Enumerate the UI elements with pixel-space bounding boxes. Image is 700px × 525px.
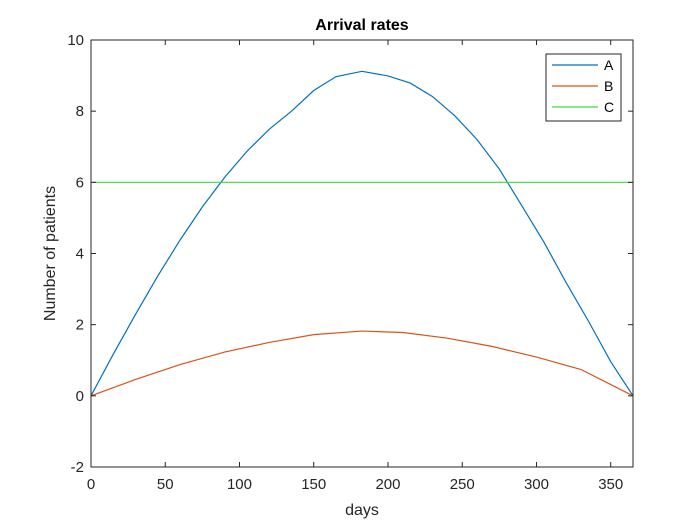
y-tick-label: 4 — [76, 246, 84, 263]
y-tick-label: 2 — [76, 317, 84, 334]
x-axis-ticks: 0 50 100 150 200 250 300 350 — [87, 40, 623, 493]
y-tick-label: 6 — [76, 174, 84, 191]
series-line-b — [90, 330, 634, 397]
legend: ABC — [545, 53, 622, 122]
legend-label-b: B — [604, 78, 613, 94]
plot-area — [91, 40, 633, 467]
x-tick-label: 100 — [227, 476, 252, 493]
legend-label-c: C — [604, 99, 614, 115]
chart-title: Arrival rates — [315, 17, 408, 34]
legend-label-a: A — [604, 57, 614, 73]
y-tick-label: -2 — [71, 459, 84, 476]
x-tick-label: 300 — [524, 476, 549, 493]
y-tick-label: 0 — [76, 388, 84, 405]
x-tick-label: 50 — [157, 476, 174, 493]
x-tick-label: 350 — [598, 476, 623, 493]
y-tick-label: 10 — [67, 32, 84, 49]
y-axis-label: Number of patients — [42, 186, 59, 321]
x-tick-label: 250 — [450, 476, 475, 493]
x-axis-label: days — [345, 502, 379, 519]
x-tick-label: 200 — [375, 476, 400, 493]
series-layer — [90, 70, 634, 397]
y-axis-ticks: -2 0 2 4 6 8 10 — [67, 32, 633, 476]
x-tick-label: 0 — [87, 476, 95, 493]
y-tick-label: 8 — [76, 103, 84, 120]
x-tick-label: 150 — [301, 476, 326, 493]
series-line-a — [90, 70, 634, 397]
